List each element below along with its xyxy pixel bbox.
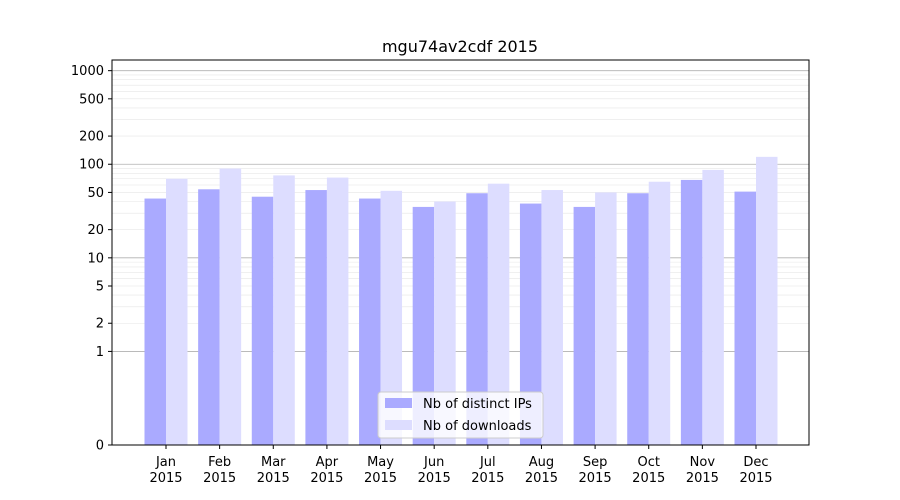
- bar-downloads: [219, 168, 242, 445]
- bar-distinct-ips: [144, 198, 166, 445]
- x-tick-label: Feb 2015: [203, 455, 236, 486]
- bar-distinct-ips: [412, 206, 435, 445]
- y-tick-label: 0: [96, 439, 104, 454]
- bar-downloads: [434, 201, 456, 445]
- legend: Nb of distinct IPs Nb of downloads: [377, 391, 544, 439]
- bar-distinct-ips: [680, 179, 703, 445]
- legend-frame: [377, 391, 544, 439]
- bar-distinct-ips: [466, 193, 488, 445]
- bar-distinct-ips: [251, 196, 274, 445]
- bar-downloads: [756, 156, 778, 446]
- plot-area-frame: [111, 59, 810, 446]
- x-tick-label: May 2015: [364, 455, 397, 486]
- x-tick-label: Aug 2015: [525, 455, 558, 486]
- y-tick-label: 50: [87, 186, 104, 201]
- bar-downloads: [702, 169, 724, 445]
- y-tick-label: 10: [87, 251, 104, 266]
- bars: [144, 156, 778, 446]
- x-tick-label: Oct 2015: [632, 455, 665, 486]
- x-axis: Jan 2015 Feb 2015 Mar 2015 Apr 2015 May 2015 Jun 20…: [149, 445, 773, 486]
- y-tick-label: 5: [96, 280, 104, 295]
- y-tick-label: 1000: [71, 64, 104, 79]
- bar-downloads: [541, 190, 563, 445]
- x-tick-label: Jan 2015: [149, 455, 182, 486]
- legend-label-distinct-ips: Nb of distinct IPs: [423, 397, 532, 412]
- y-axis: 0 1 2 5 10 20 50 100 200 500 1000: [71, 64, 112, 454]
- bar-downloads: [595, 192, 617, 445]
- legend-swatch-downloads: [385, 420, 412, 430]
- bar-distinct-ips: [734, 191, 756, 445]
- bar-downloads: [326, 177, 349, 446]
- bar-distinct-ips: [627, 193, 649, 445]
- bar-downloads: [166, 178, 188, 446]
- x-tick-label: Dec 2015: [739, 455, 772, 486]
- x-tick-label: Mar 2015: [257, 455, 290, 486]
- y-tick-label: 100: [79, 158, 104, 173]
- y-tick-label: 200: [79, 130, 104, 145]
- chart-title: mgu74av2cdf 2015: [382, 37, 538, 56]
- legend-swatch-distinct-ips: [385, 398, 412, 408]
- legend-label-downloads: Nb of downloads: [423, 419, 532, 434]
- bar-distinct-ips: [359, 198, 381, 445]
- bar-downloads: [273, 175, 295, 445]
- bar-downloads: [380, 190, 403, 445]
- y-tick-label: 1: [96, 345, 104, 360]
- bar-downloads: [487, 183, 510, 445]
- bar-distinct-ips: [305, 190, 327, 445]
- x-tick-label: Nov 2015: [686, 455, 719, 486]
- y-tick-label: 20: [87, 223, 104, 238]
- bar-distinct-ips: [573, 206, 596, 445]
- bar-distinct-ips: [519, 203, 542, 445]
- y-tick-label: 2: [96, 317, 104, 332]
- x-tick-label: Apr 2015: [310, 455, 343, 486]
- y-tick-label: 500: [79, 92, 104, 107]
- x-tick-label: Sep 2015: [579, 455, 612, 486]
- x-tick-label: Jun 2015: [418, 455, 451, 486]
- x-tick-label: Jul 2015: [471, 455, 504, 486]
- bar-downloads: [648, 181, 671, 446]
- bar-distinct-ips: [198, 189, 220, 445]
